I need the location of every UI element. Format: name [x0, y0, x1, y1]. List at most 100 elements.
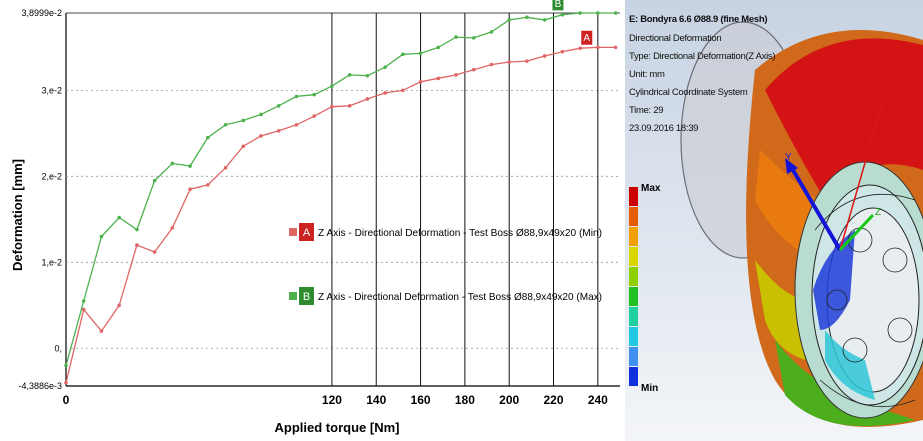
mesh-line	[819, 379, 916, 408]
data-point	[206, 183, 210, 187]
probe-marker-label: A	[583, 33, 590, 44]
data-point	[64, 380, 68, 385]
legend-color-band	[629, 327, 638, 346]
y-tick-label: 0,	[54, 343, 62, 353]
legend-entry-b: B Z Axis - Directional Deformation - Test…	[289, 287, 602, 305]
y-tick-label: 3,8999e-2	[21, 8, 62, 18]
legend-color-band	[629, 307, 638, 326]
model-3d-view: X Y Z	[680, 21, 923, 427]
series-line-a	[65, 46, 616, 383]
result-name: Directional Deformation	[629, 33, 722, 44]
data-point	[152, 250, 157, 254]
data-point	[507, 60, 512, 64]
data-point	[365, 97, 370, 101]
data-point	[188, 187, 192, 192]
data-point	[81, 307, 86, 312]
data-point	[525, 59, 529, 63]
data-point	[613, 45, 618, 50]
legend-color-band	[629, 287, 638, 306]
x-tick-label: 0	[63, 393, 70, 407]
data-point	[223, 122, 228, 127]
data-point	[578, 11, 582, 15]
x-tick-label: 120	[322, 393, 342, 407]
x-axis-label: Applied torque [Nm]	[275, 420, 400, 435]
legend-color-band	[629, 207, 638, 226]
data-point	[471, 36, 476, 40]
data-point	[330, 104, 334, 109]
legend-marker-label: A	[303, 227, 311, 239]
data-point	[418, 79, 423, 84]
x-axis-tag: X	[882, 90, 889, 101]
deformation-chart: A B 3,8999e-2 3,e-2 2,e-2 1,e-2 0, -4,3886e-3 0…	[10, 0, 620, 435]
y-tick-label: 1,e-2	[41, 257, 62, 267]
z-axis-arrowhead	[785, 158, 798, 174]
data-point	[401, 52, 405, 57]
data-point	[454, 73, 458, 77]
bolt-hole	[882, 247, 908, 273]
data-point	[436, 45, 441, 50]
data-point	[188, 164, 192, 168]
probe-marker-box	[551, 0, 565, 12]
legend-min-label: Min	[641, 383, 659, 394]
x-tick-label: 200	[499, 393, 519, 407]
result-type: Type: Directional Deformation(Z Axis)	[629, 51, 776, 62]
data-point	[170, 161, 175, 166]
data-point	[401, 88, 405, 93]
data-point	[312, 114, 316, 118]
legend-swatch	[289, 292, 297, 300]
data-point	[596, 11, 600, 15]
blue-region	[813, 230, 855, 330]
data-point	[383, 91, 387, 95]
legend-color-band	[629, 367, 638, 386]
data-point	[418, 51, 423, 56]
z-axis-tag: Z	[875, 207, 881, 218]
data-point	[294, 94, 299, 99]
data-point	[241, 144, 246, 149]
legend-color-band	[629, 267, 638, 286]
data-point	[365, 73, 370, 78]
series-line-b	[65, 12, 616, 366]
data-point	[596, 45, 600, 50]
data-point	[471, 67, 476, 72]
y-axis-label: Deformation [mm]	[10, 159, 25, 271]
x-axis-arrow	[839, 99, 884, 251]
data-point	[276, 128, 281, 133]
probe-marker-b: B	[551, 0, 565, 12]
data-point	[560, 49, 565, 54]
y-tick-label: -4,3886e-3	[18, 381, 62, 391]
data-point	[613, 11, 618, 15]
cyan-region	[825, 330, 875, 400]
max-deformation-region	[765, 38, 923, 201]
legend-color-band	[629, 347, 638, 366]
data-point	[489, 62, 494, 67]
legend-marker-box	[299, 223, 314, 241]
data-point	[259, 134, 263, 138]
data-point	[507, 18, 512, 22]
legend-color-band	[629, 227, 638, 246]
data-point	[330, 84, 334, 88]
data-point	[383, 65, 387, 69]
x-tick-label: 240	[588, 393, 608, 407]
data-point	[241, 118, 246, 123]
y-tick-label: 2,e-2	[41, 171, 62, 181]
bolt-hole	[826, 289, 848, 311]
data-point	[347, 73, 352, 77]
data-point	[64, 363, 68, 368]
data-point	[294, 122, 299, 127]
probe-marker-box	[580, 29, 594, 46]
z-axis-arrow	[788, 163, 842, 252]
bolt-hole	[842, 337, 868, 363]
data-point	[525, 15, 529, 20]
green-region	[775, 340, 915, 427]
data-point	[99, 329, 104, 333]
legend-label: Z Axis - Directional Deformation - Test …	[318, 291, 602, 303]
data-point	[578, 46, 582, 51]
result-time: Time: 29	[629, 105, 664, 116]
x-tick-label: 140	[366, 393, 386, 407]
data-point	[259, 112, 263, 117]
data-point	[542, 54, 547, 58]
legend-swatch	[289, 228, 297, 236]
data-point	[170, 226, 175, 230]
y-tick-label: 3,e-2	[41, 85, 62, 95]
data-point	[436, 76, 441, 81]
